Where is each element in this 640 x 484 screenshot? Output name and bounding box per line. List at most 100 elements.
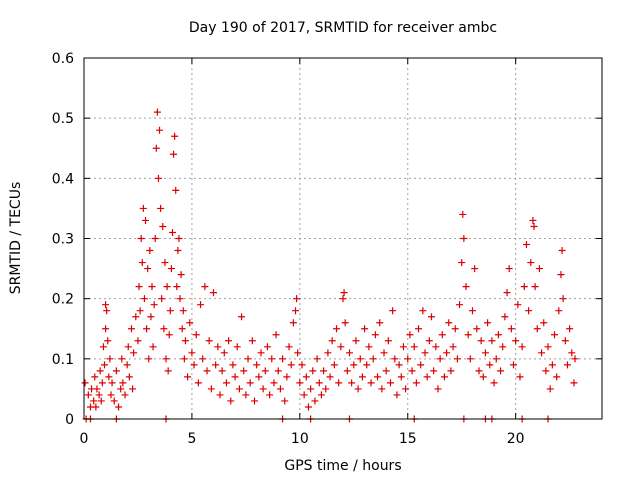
data-point	[358, 373, 366, 381]
data-point	[432, 343, 440, 351]
data-point	[177, 271, 185, 279]
data-point	[207, 385, 215, 393]
data-point	[315, 379, 323, 387]
data-point	[142, 216, 150, 224]
data-point	[425, 337, 433, 345]
data-point	[497, 367, 505, 375]
data-point	[261, 367, 269, 375]
data-point	[440, 373, 448, 381]
data-point	[154, 174, 162, 182]
data-point	[81, 379, 89, 387]
data-point	[95, 391, 103, 399]
data-point	[178, 325, 186, 333]
data-point	[460, 235, 468, 242]
data-point	[92, 403, 100, 411]
data-point	[419, 307, 427, 315]
data-point	[531, 283, 539, 291]
data-point	[369, 355, 377, 363]
data-point	[423, 373, 431, 381]
data-point	[302, 373, 310, 381]
data-point	[106, 355, 114, 363]
data-point	[558, 247, 566, 255]
data-point	[473, 325, 481, 333]
data-point	[143, 325, 151, 333]
data-point	[242, 391, 250, 399]
data-point	[97, 397, 105, 405]
data-point	[159, 222, 167, 230]
x-tick-label: 5	[187, 431, 196, 447]
data-point	[240, 367, 248, 375]
data-point	[514, 301, 522, 309]
data-point	[233, 343, 241, 351]
data-point	[136, 307, 144, 315]
data-point	[274, 367, 282, 375]
grid-lines	[84, 58, 602, 419]
data-point	[194, 379, 202, 387]
data-point	[341, 319, 349, 327]
data-point	[434, 385, 442, 393]
data-point	[130, 349, 138, 357]
data-point	[108, 379, 116, 387]
data-point	[184, 373, 192, 381]
data-point	[138, 259, 146, 267]
data-point	[335, 379, 343, 387]
data-point	[149, 343, 157, 351]
data-point	[563, 361, 571, 369]
data-point	[140, 295, 148, 303]
data-point	[507, 325, 515, 333]
data-point	[471, 265, 479, 273]
data-point	[279, 355, 287, 363]
data-point	[110, 397, 118, 405]
data-point	[339, 295, 347, 303]
data-point	[98, 379, 106, 387]
data-point	[307, 385, 315, 393]
data-point	[348, 379, 356, 387]
y-tick-label: 0.6	[52, 51, 74, 67]
data-point	[225, 337, 233, 345]
data-point	[96, 367, 104, 375]
y-axis-label: SRMTID / TECUs	[8, 182, 24, 295]
data-point	[529, 216, 537, 224]
data-point	[218, 367, 226, 375]
data-point	[210, 289, 217, 297]
data-point	[135, 283, 143, 291]
data-point	[151, 235, 159, 242]
data-point	[397, 373, 405, 381]
data-point	[266, 391, 274, 399]
data-point	[205, 337, 213, 345]
data-point	[548, 361, 556, 369]
data-point	[164, 367, 172, 375]
data-point	[343, 367, 351, 375]
y-tick-label: 0.2	[52, 292, 74, 308]
data-points	[81, 108, 579, 423]
data-point	[272, 331, 280, 339]
data-point	[490, 379, 498, 387]
data-point	[481, 349, 489, 357]
data-point	[365, 343, 373, 351]
data-point	[410, 343, 418, 351]
data-point	[352, 337, 360, 345]
data-point	[248, 337, 256, 345]
data-point	[436, 355, 444, 363]
data-point	[157, 204, 165, 212]
data-point	[542, 367, 550, 375]
data-point	[389, 307, 397, 315]
data-point	[139, 204, 147, 212]
data-point	[124, 343, 132, 351]
data-point	[494, 331, 502, 339]
data-point	[326, 373, 334, 381]
data-point	[253, 361, 261, 369]
data-point	[176, 295, 184, 303]
data-point	[337, 343, 345, 351]
data-point	[168, 228, 176, 236]
data-point	[484, 319, 492, 327]
data-point	[340, 289, 348, 297]
data-point	[570, 379, 578, 387]
data-point	[203, 367, 211, 375]
data-point	[238, 313, 246, 321]
data-point	[285, 343, 293, 351]
data-point	[150, 301, 158, 309]
data-point	[320, 367, 328, 375]
data-point	[356, 355, 364, 363]
data-point	[371, 331, 379, 339]
